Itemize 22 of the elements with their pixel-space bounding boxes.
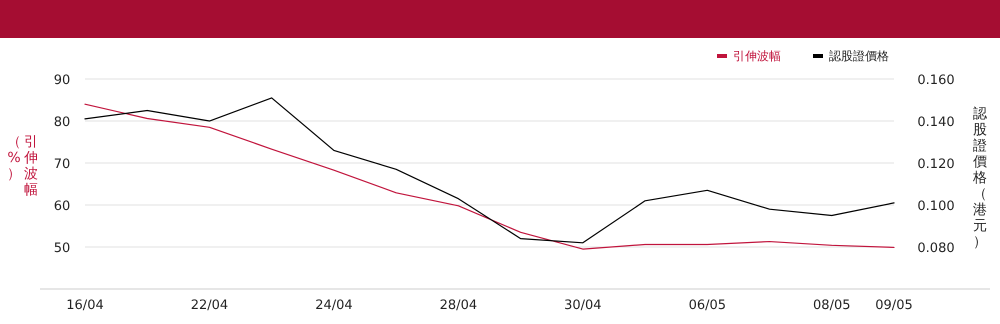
legend-label: 認股證價格 bbox=[829, 49, 889, 63]
x-tick-label: 30/04 bbox=[564, 298, 602, 313]
x-tick-label: 28/04 bbox=[440, 298, 478, 313]
x-tick-label: 16/04 bbox=[66, 298, 104, 313]
x-tick-label: 08/05 bbox=[813, 298, 851, 313]
y-tick-label: 80 bbox=[54, 115, 70, 130]
y2-tick-label: 0.160 bbox=[917, 73, 955, 88]
y2-tick-label: 0.100 bbox=[917, 199, 955, 214]
x-tick-label: 24/04 bbox=[315, 298, 353, 313]
x-tick-label: 22/04 bbox=[190, 298, 228, 313]
y-tick-label: 60 bbox=[54, 199, 70, 214]
legend-label: 引伸波幅 bbox=[733, 49, 781, 63]
y-tick-label: 50 bbox=[54, 241, 70, 256]
x-tick-label: 06/05 bbox=[688, 298, 726, 313]
y2-tick-label: 0.080 bbox=[917, 241, 955, 256]
x-tick-label: 09/05 bbox=[875, 298, 913, 313]
y2-tick-label: 0.140 bbox=[917, 115, 955, 130]
y-tick-label: 90 bbox=[54, 73, 70, 88]
y-axis-title: 引伸波幅（%） bbox=[7, 134, 38, 198]
y2-axis-title: 認股證價格（港元） bbox=[973, 106, 987, 250]
y2-tick-label: 0.120 bbox=[917, 157, 955, 172]
y-tick-label: 70 bbox=[54, 157, 70, 172]
